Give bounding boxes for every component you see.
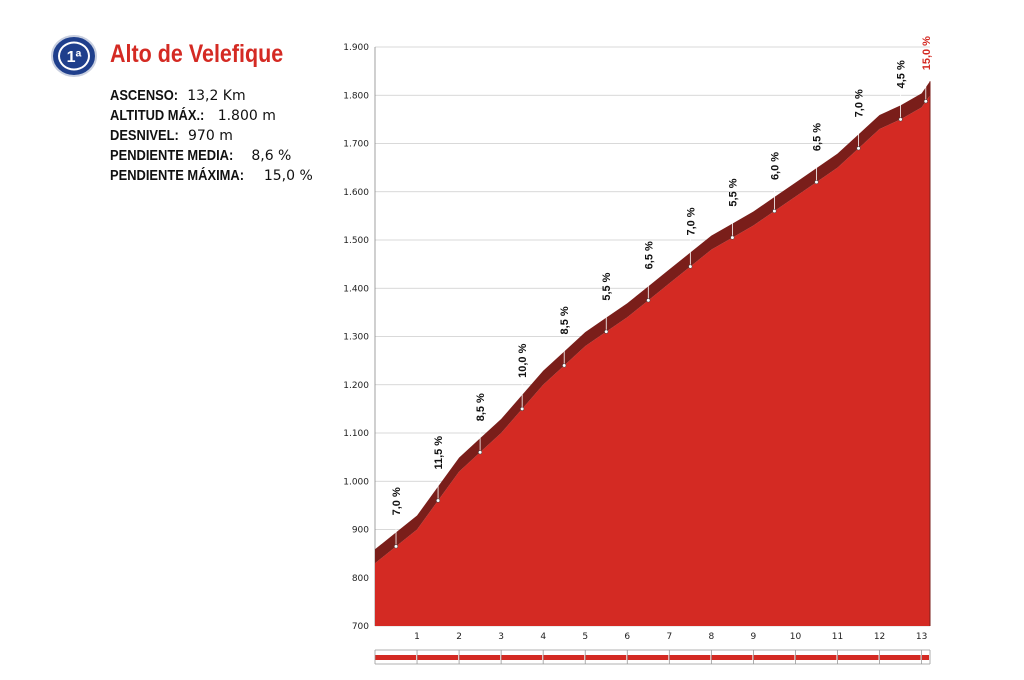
x-tick-label: 1 <box>414 632 420 642</box>
y-tick-label: 1.100 <box>343 429 369 439</box>
scale-segment <box>375 655 417 660</box>
gradient-labels: 7,0 % 11,5 % 8,5 % 10,0 % 8,5 % 5,5 % 6,5 % 7,0… <box>391 36 933 549</box>
gradient-label: 5,5 % <box>601 272 613 300</box>
x-tick-label: 6 <box>624 632 630 642</box>
stat-desnivel: DESNIVEL: 970 m <box>110 126 313 146</box>
gradient-marker <box>436 498 441 503</box>
y-tick-label: 1.800 <box>343 91 369 101</box>
gradient-marker <box>562 363 567 368</box>
y-tick-label: 1.500 <box>343 236 369 246</box>
profile-area <box>375 81 931 626</box>
gradient-label: 7,0 % <box>391 487 403 515</box>
gradient-label: 6,0 % <box>769 152 781 180</box>
elevation-profile-chart: 700 800 900 1.000 1.100 1.200 1.300 1.400 1.500 1… <box>343 36 933 665</box>
x-tick-label: 4 <box>540 632 546 642</box>
scale-segment <box>585 655 627 660</box>
gradient-label: 5,5 % <box>727 178 739 206</box>
x-tick-label: 8 <box>708 632 714 642</box>
x-tick-label: 2 <box>456 632 462 642</box>
stat-label: DESNIVEL: <box>110 127 179 144</box>
y-tick-label: 1.700 <box>343 140 369 150</box>
y-tick-label: 1.400 <box>343 284 369 294</box>
gradient-label: 6,5 % <box>643 241 655 269</box>
stat-altitud-max: ALTITUD MÁX.: 1.800 m <box>110 106 313 126</box>
gradient-label: 15,0 % <box>921 36 933 70</box>
gradient-label: 7,0 % <box>685 207 697 235</box>
x-tick-label: 3 <box>498 632 504 642</box>
profile-fill <box>375 95 930 626</box>
stat-ascenso: ASCENSO: 13,2 Km <box>110 86 313 106</box>
scale-segment <box>669 655 711 660</box>
gradient-label: 10,0 % <box>517 343 529 377</box>
stat-label: ASCENSO: <box>110 87 179 104</box>
x-tick-label: 10 <box>790 632 802 642</box>
gradient-marker <box>730 235 735 240</box>
scale-segment <box>837 655 879 660</box>
gradient-marker <box>772 209 777 214</box>
scale-segment <box>795 655 837 660</box>
climb-stats: ASCENSO: 13,2 Km ALTITUD MÁX.: 1.800 m DES… <box>110 86 313 186</box>
gradient-marker <box>814 180 819 185</box>
y-tick-label: 1.000 <box>343 477 369 487</box>
stat-label: PENDIENTE MÁXIMA: <box>110 167 245 184</box>
y-tick-label: 1.900 <box>343 43 369 53</box>
gradient-marker <box>688 264 693 269</box>
stat-label: ALTITUD MÁX.: <box>110 107 205 124</box>
gradient-label: 11,5 % <box>433 436 445 470</box>
gradient-label: 7,0 % <box>854 89 866 117</box>
stat-value: 970 m <box>188 128 233 144</box>
gradient-marker <box>646 298 651 303</box>
stat-value: 8,6 % <box>251 148 292 164</box>
gradient-marker <box>393 544 399 549</box>
gradient-label: 6,5 % <box>811 123 823 151</box>
scale-segment <box>753 655 795 660</box>
y-tick-label: 1.200 <box>343 381 369 391</box>
gradient-marker <box>923 99 928 104</box>
y-tick-label: 1.300 <box>343 333 369 343</box>
badge-text: 1ª <box>67 49 82 66</box>
category-badge-icon: 1ª <box>51 35 97 77</box>
x-tick-label: 13 <box>916 632 927 642</box>
profile-band <box>375 81 930 564</box>
gradient-marker <box>898 117 903 122</box>
gradient-marker <box>856 146 861 151</box>
scale-segment <box>627 655 669 660</box>
x-axis-ticks: 1 2 3 4 5 6 7 8 9 10 11 12 13 <box>414 632 927 642</box>
stat-label: PENDIENTE MEDIA: <box>110 147 234 164</box>
y-axis-ticks: 700 800 900 1.000 1.100 1.200 1.300 1.400 1.500 1… <box>343 43 369 632</box>
km-scale-bar <box>374 649 931 665</box>
scale-segment <box>459 655 501 660</box>
stat-value: 1.800 m <box>217 108 276 124</box>
stat-value: 15,0 % <box>263 168 313 184</box>
gradient-label: 4,5 % <box>896 60 908 88</box>
gradient-label: 8,5 % <box>475 393 487 421</box>
gradient-label: 8,5 % <box>559 306 571 334</box>
y-tick-label: 1.600 <box>343 188 369 198</box>
gradient-marker <box>478 450 483 455</box>
x-tick-label: 7 <box>666 632 672 642</box>
stat-pendiente-maxima: PENDIENTE MÁXIMA: 15,0 % <box>110 166 313 186</box>
scale-segment <box>879 655 921 660</box>
x-tick-label: 5 <box>582 632 588 642</box>
x-tick-label: 9 <box>751 632 757 642</box>
scale-segment <box>417 655 459 660</box>
y-tick-label: 800 <box>352 574 369 584</box>
y-tick-label: 700 <box>352 622 369 632</box>
scale-segment <box>543 655 585 660</box>
scale-segment <box>501 655 543 660</box>
y-tick-label: 900 <box>352 526 369 536</box>
climb-title: Alto de Velefique <box>110 40 284 68</box>
gradient-marker <box>520 406 525 411</box>
x-tick-label: 11 <box>832 632 843 642</box>
stat-pendiente-media: PENDIENTE MEDIA: 8,6 % <box>110 146 313 166</box>
stat-value: 13,2 Km <box>187 88 246 104</box>
scale-segment <box>921 655 929 660</box>
gradient-marker <box>604 329 609 334</box>
scale-segment <box>711 655 753 660</box>
x-tick-label: 12 <box>874 632 885 642</box>
